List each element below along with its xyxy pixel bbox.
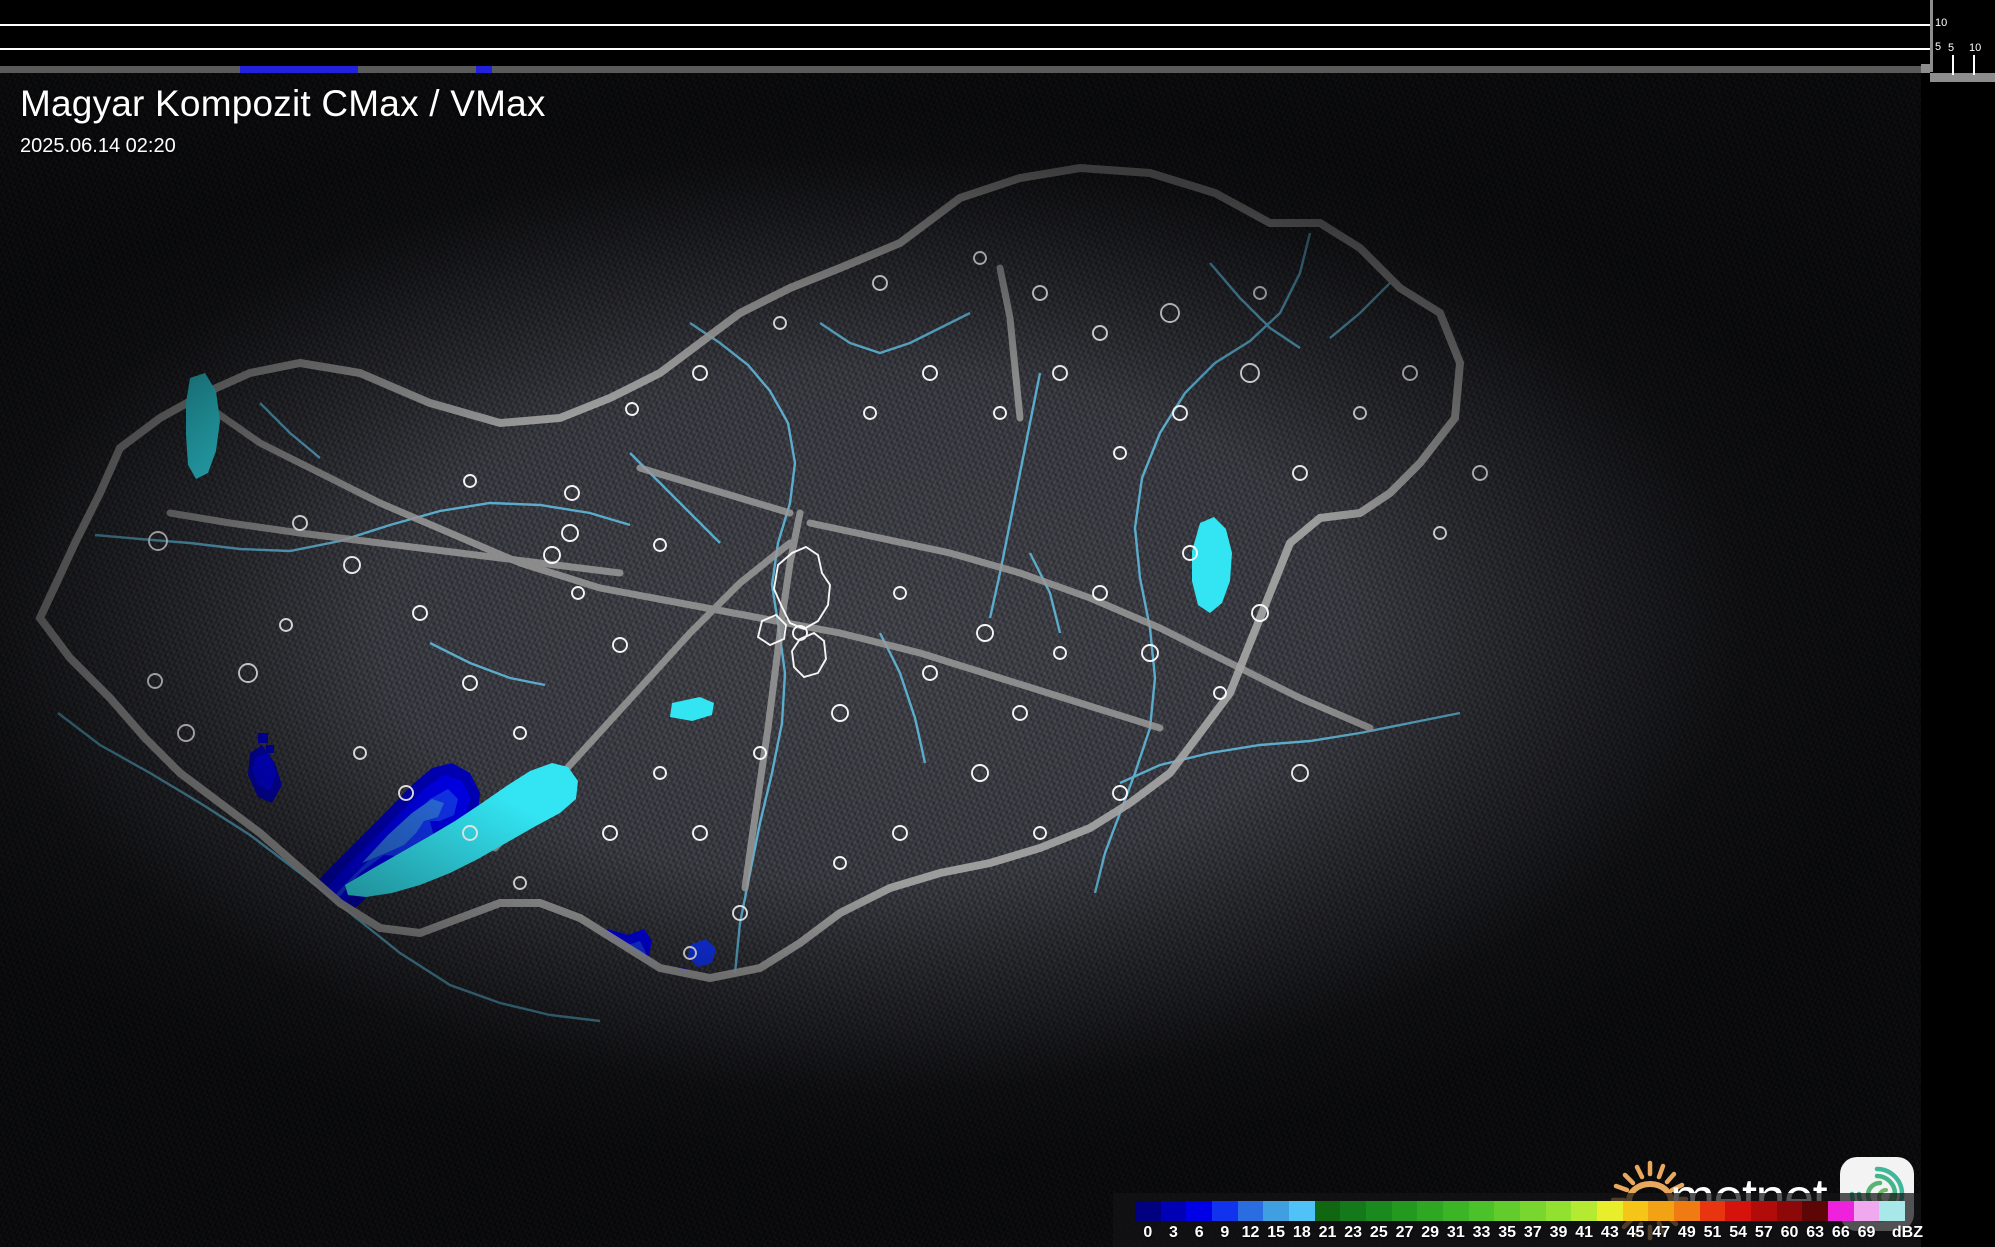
ruler-label-h5: 5	[1948, 42, 1955, 54]
colorbar-tick-label: 57	[1754, 1224, 1773, 1241]
colorbar-tick-label: 66	[1831, 1224, 1850, 1241]
colorbar-swatch	[1802, 1201, 1829, 1221]
right-ruler-panel: 10 5 5 10	[1921, 0, 1995, 1247]
timestamp-label: 2025.06.14 02:20	[20, 135, 176, 157]
colorbar-swatch	[1417, 1201, 1444, 1221]
ruler-label-h10: 10	[1969, 42, 1982, 54]
lake-velence	[670, 697, 714, 721]
ruler-block-horizontal	[1930, 73, 1995, 82]
ruler-tick-a	[1921, 24, 1930, 26]
dbz-colorbar-legend: 0 3 6 9 12 15 18 21 23 25 27 29 31 33 35 37 39 41 43 45 47 49…	[1113, 1193, 1923, 1247]
colorbar-swatch	[1674, 1201, 1700, 1221]
colorbar-tick-label: 25	[1369, 1224, 1388, 1241]
colorbar-tick-label: 31	[1446, 1224, 1465, 1241]
colorbar-tick-label: 15	[1267, 1224, 1286, 1241]
ruler-label-v10: 10	[1935, 17, 1948, 29]
colorbar-swatch	[1853, 1201, 1880, 1221]
colorbar-tick-label: 41	[1575, 1224, 1594, 1241]
ruler-tick-b	[1921, 48, 1930, 50]
colorbar-tick-label: 37	[1523, 1224, 1542, 1241]
ruler-gridline-10	[1973, 55, 1975, 75]
colorbar-tick-label: 9	[1220, 1224, 1230, 1241]
lakes	[186, 373, 1232, 897]
right-panel-filler	[1921, 82, 1995, 1247]
colorbar-swatch	[1366, 1201, 1392, 1221]
colorbar-swatch	[1186, 1201, 1213, 1221]
colorbar-swatch	[1263, 1201, 1290, 1221]
colorbar-swatch	[1520, 1201, 1546, 1221]
colorbar-tick-label: 63	[1806, 1224, 1825, 1241]
map-vector-overlay	[35, 163, 1488, 1023]
colorbar-tick-label: 39	[1549, 1224, 1568, 1241]
colorbar-swatch	[1545, 1201, 1572, 1221]
radar-map[interactable]: Magyar Kompozit CMax / VMax 2025.06.14 0…	[0, 73, 1921, 1247]
colorbar-swatch	[1597, 1201, 1623, 1221]
colorbar-swatch	[1135, 1201, 1161, 1221]
colorbar-swatch	[1443, 1201, 1469, 1221]
colorbar-tick-label: 60	[1780, 1224, 1799, 1241]
colorbar-swatch	[1494, 1201, 1521, 1221]
colorbar-tick-label: 6	[1194, 1224, 1204, 1241]
ruler-block	[1921, 64, 1930, 73]
colorbar-swatch	[1699, 1201, 1726, 1221]
colorbar-swatch	[1340, 1201, 1367, 1221]
colorbar-tick-label: 23	[1344, 1224, 1363, 1241]
colorbar-tick-label: 43	[1600, 1224, 1619, 1241]
radar-core-highlight	[596, 993, 622, 1023]
colorbar-tick-label: 45	[1626, 1224, 1645, 1241]
colorbar-swatch	[1314, 1201, 1341, 1221]
colorbar-swatch	[1289, 1201, 1315, 1221]
colorbar-swatch	[1622, 1201, 1649, 1221]
colorbar-tick-label: 69	[1857, 1224, 1876, 1241]
colorbar-swatch	[1391, 1201, 1418, 1221]
chrome-divider-top	[0, 24, 1921, 26]
colorbar-tick-label: 33	[1472, 1224, 1491, 1241]
colorbar-swatch	[1212, 1201, 1238, 1221]
colorbar-swatch	[1648, 1201, 1675, 1221]
colorbar-tick-label: 27	[1395, 1224, 1414, 1241]
colorbar-tick-label: 49	[1677, 1224, 1696, 1241]
colorbar-unit: dBZ	[1891, 1224, 1923, 1241]
colorbar-tick-label: 3	[1169, 1224, 1178, 1241]
colorbar-tick-label: 47	[1652, 1224, 1671, 1241]
colorbar-tick-label: 54	[1729, 1224, 1748, 1241]
horizontal-scrollbar[interactable]	[0, 66, 1921, 73]
colorbar-swatch	[1160, 1201, 1187, 1221]
colorbar	[1135, 1201, 1906, 1221]
colorbar-tick-label: 12	[1241, 1224, 1260, 1241]
scrollbar-thumb[interactable]	[240, 66, 358, 73]
colorbar-tick-label: 35	[1498, 1224, 1517, 1241]
colorbar-swatch	[1751, 1201, 1777, 1221]
colorbar-tick-label: 21	[1318, 1224, 1337, 1241]
ruler-label-v5: 5	[1935, 41, 1942, 53]
colorbar-tick-label: 18	[1292, 1224, 1311, 1241]
page-title: Magyar Kompozit CMax / VMax	[20, 83, 546, 124]
radar-echo-layer	[248, 733, 716, 978]
ruler-gridline-5	[1952, 55, 1954, 75]
scrollbar-thumb-secondary[interactable]	[476, 66, 492, 73]
map-header: Magyar Kompozit CMax / VMax 2025.06.14 0…	[20, 82, 546, 159]
colorbar-swatch	[1725, 1201, 1752, 1221]
colorbar-swatch	[1571, 1201, 1598, 1221]
colorbar-tick-label: 29	[1421, 1224, 1440, 1241]
rivers	[57, 232, 1461, 1023]
lake-tisza	[1192, 517, 1232, 613]
colorbar-ticklabels: 0 3 6 9 12 15 18 21 23 25 27 29 31 33 35 37 39 41 43 45 47 49…	[1135, 1223, 1905, 1245]
colorbar-tick-label: 0	[1143, 1224, 1153, 1241]
colorbar-swatch	[1879, 1201, 1906, 1221]
colorbar-swatch	[1776, 1201, 1803, 1221]
ruler-vertical-axis	[1930, 0, 1933, 72]
highways	[166, 264, 1374, 892]
colorbar-swatch	[1237, 1201, 1264, 1221]
colorbar-tick-label: 51	[1703, 1224, 1722, 1241]
colorbar-swatch	[1828, 1201, 1854, 1221]
chrome-divider-bottom	[0, 48, 1921, 50]
colorbar-swatch	[1468, 1201, 1495, 1221]
